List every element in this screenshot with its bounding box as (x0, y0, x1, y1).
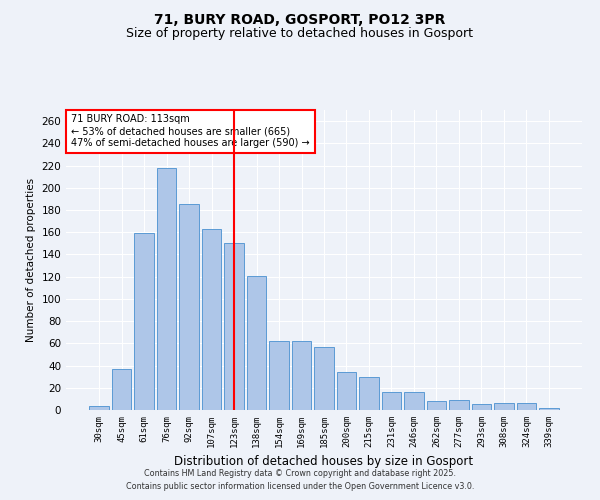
Bar (359, 376, 379, 410)
Bar (157, 168, 176, 410)
Bar (89, 406, 109, 410)
Bar (427, 401, 446, 410)
X-axis label: Distribution of detached houses by size in Gosport: Distribution of detached houses by size … (175, 456, 473, 468)
Bar (247, 276, 266, 410)
Bar (134, 234, 154, 410)
Text: Contains public sector information licensed under the Open Government Licence v3: Contains public sector information licen… (126, 482, 474, 491)
Text: Contains HM Land Registry data © Crown copyright and database right 2025.: Contains HM Land Registry data © Crown c… (144, 468, 456, 477)
Bar (494, 404, 514, 410)
Bar (337, 372, 356, 410)
Bar (112, 369, 131, 410)
Text: Size of property relative to detached houses in Gosport: Size of property relative to detached ho… (127, 28, 473, 40)
Bar (517, 404, 536, 410)
Bar (314, 346, 334, 410)
Bar (449, 400, 469, 410)
Text: 71, BURY ROAD, GOSPORT, PO12 3PR: 71, BURY ROAD, GOSPORT, PO12 3PR (154, 12, 446, 26)
Bar (179, 204, 199, 410)
Bar (292, 341, 311, 410)
Bar (224, 244, 244, 410)
Bar (472, 404, 491, 410)
Bar (202, 229, 221, 410)
Bar (382, 392, 401, 410)
Bar (404, 392, 424, 410)
Bar (539, 408, 559, 410)
Text: 71 BURY ROAD: 113sqm
← 53% of detached houses are smaller (665)
47% of semi-deta: 71 BURY ROAD: 113sqm ← 53% of detached h… (71, 114, 310, 148)
Y-axis label: Number of detached properties: Number of detached properties (26, 178, 36, 342)
Bar (269, 341, 289, 410)
